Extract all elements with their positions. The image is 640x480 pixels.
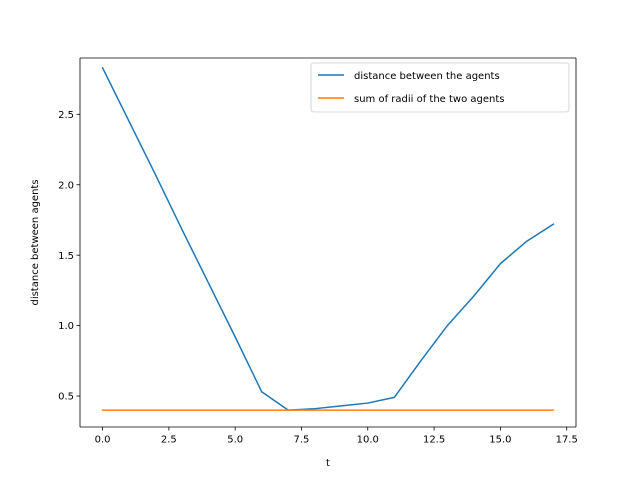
x-axis-label: t [326,458,330,469]
series-lines [101,66,555,411]
x-tick-label: 5.0 [227,435,243,446]
axes-frame [79,57,577,428]
x-axis-ticks: 0.0 2.5 5.0 7.5 10.0 12.5 15.0 17.5 [95,427,578,446]
x-tick-label: 0.0 [95,435,111,446]
x-tick-label: 17.5 [556,435,578,446]
legend-box [310,62,570,113]
series-line-1 [101,66,555,411]
y-axis-label: distance between agents [30,179,41,305]
x-tick-label: 7.5 [294,435,310,446]
y-tick-label: 1.5 [58,251,74,262]
plot-area [80,58,576,427]
x-tick-label: 2.5 [161,435,177,446]
y-axis-ticks: 0.5 1.0 1.5 2.0 2.5 [58,110,80,403]
legend-label-1: distance between the agents [354,71,500,82]
x-tick-label: 10.0 [357,435,379,446]
y-tick-label: 2.0 [58,180,74,191]
y-tick-label: 2.5 [58,110,74,121]
legend: distance between the agents sum of radii … [310,62,570,113]
x-tick-label: 15.0 [489,435,511,446]
y-tick-label: 1.0 [58,321,74,332]
y-tick-label: 0.5 [58,392,74,403]
x-tick-label: 12.5 [423,435,445,446]
legend-label-2: sum of radii of the two agents [354,94,505,105]
